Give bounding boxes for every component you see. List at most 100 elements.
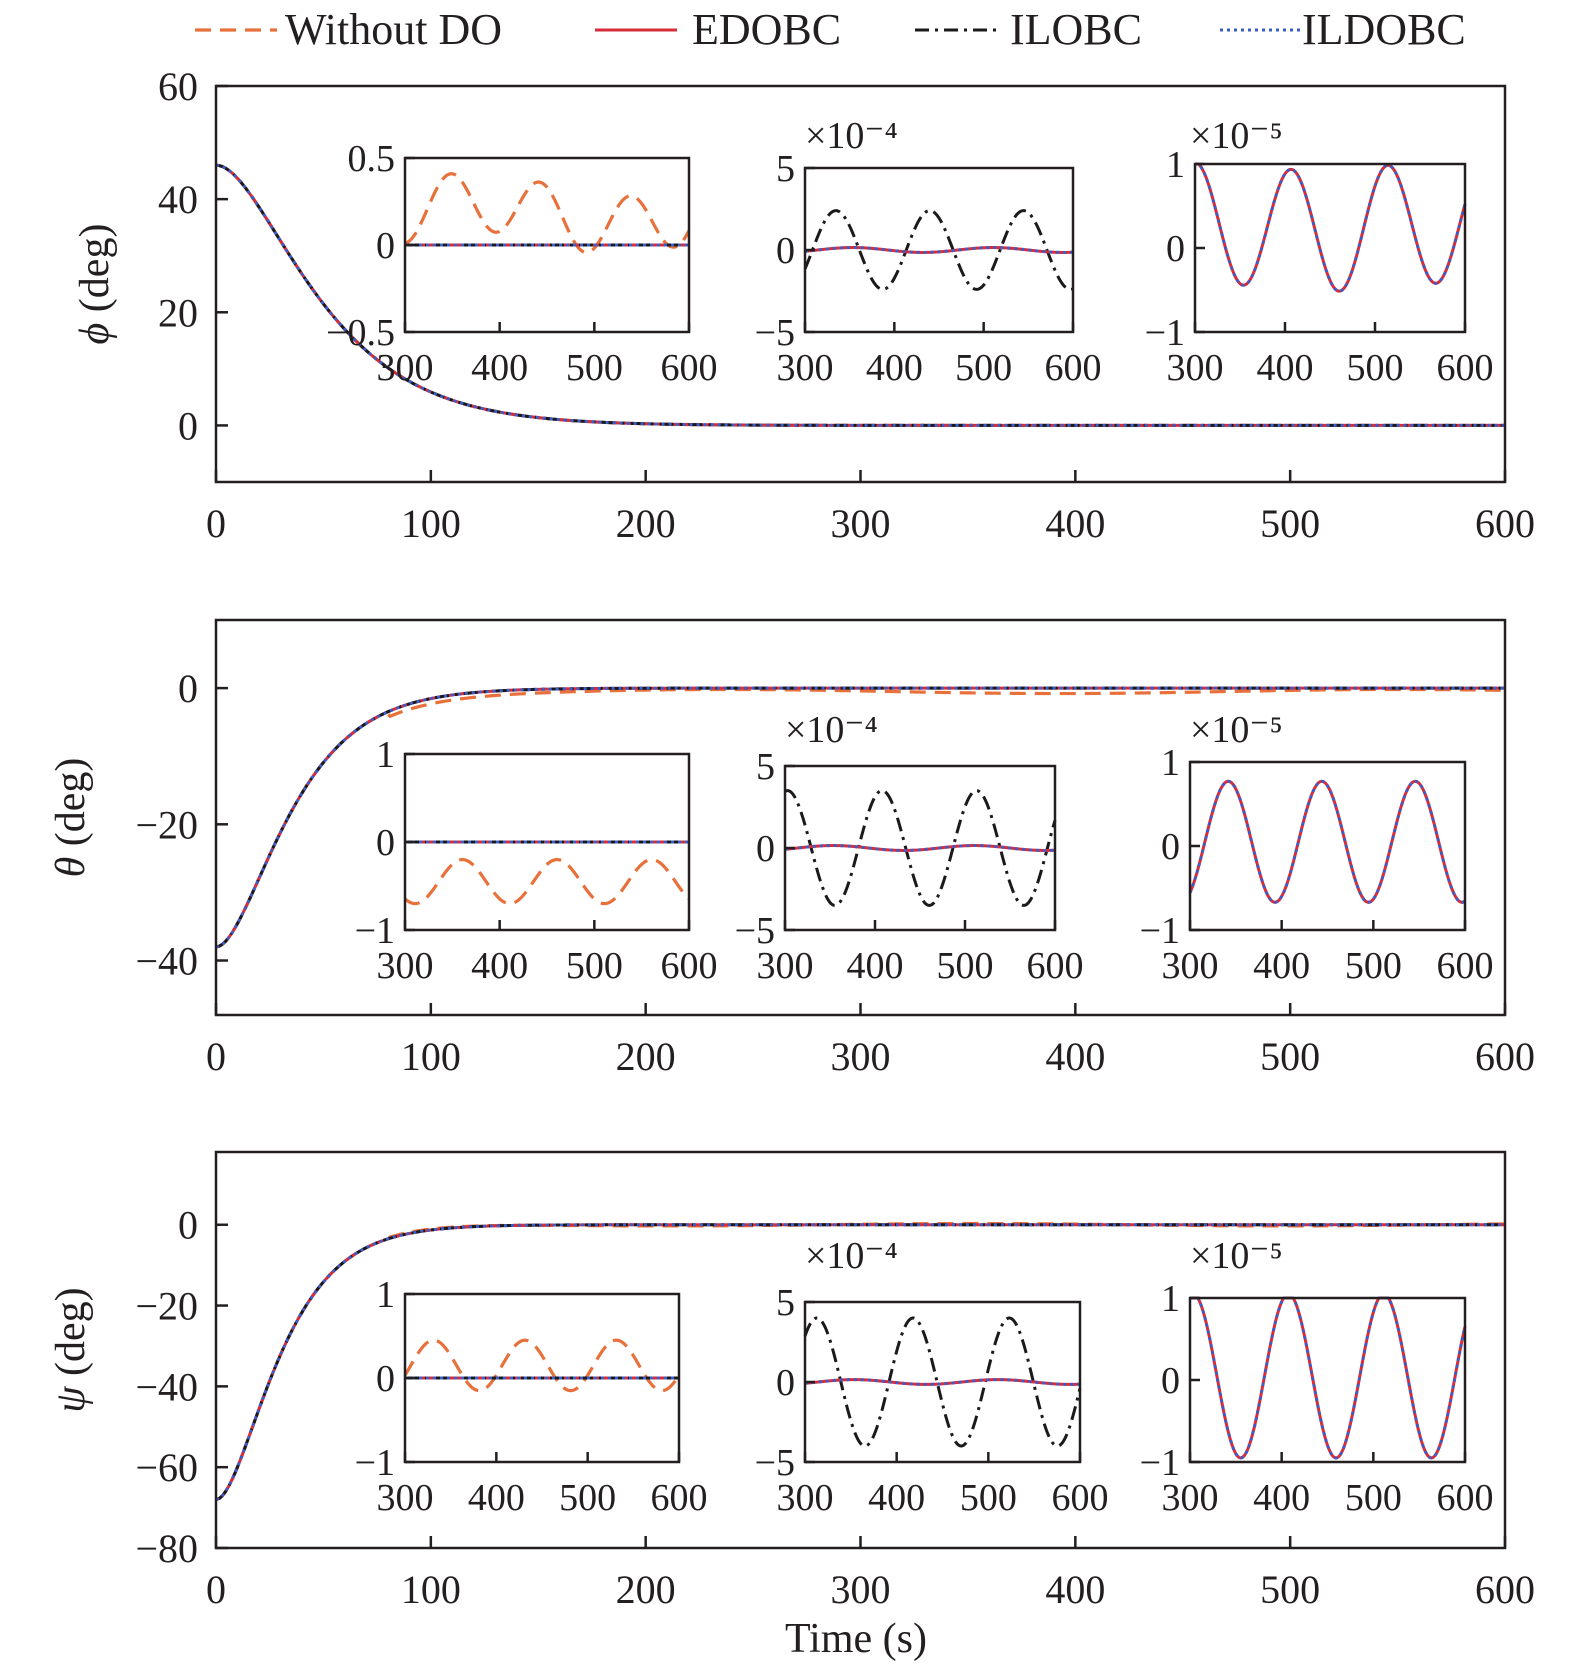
- inset-background: [1195, 164, 1465, 332]
- inset-x-tick-label: 400: [471, 945, 528, 987]
- series-ilobc: [215, 163, 1505, 427]
- inset-y-tick-label: 5: [756, 746, 775, 788]
- x-tick-label: 500: [1260, 1567, 1320, 1612]
- legend-label: ILOBC: [1010, 5, 1142, 54]
- inset-series-edobc: [804, 1378, 1081, 1386]
- y-axis-unit: (deg): [48, 1287, 94, 1386]
- legend-label: EDOBC: [692, 5, 841, 54]
- inset-y-tick-label: 1: [376, 734, 395, 776]
- inset-x-tick-label: 300: [757, 945, 814, 987]
- inset-x-tick-label: 500: [960, 1477, 1017, 1519]
- series-ildobc: [215, 1223, 1505, 1501]
- inset-y-tick-label: −5: [755, 312, 795, 354]
- x-tick-label: 600: [1475, 501, 1535, 546]
- x-tick-label: 100: [401, 1034, 461, 1079]
- inset-phi-without: 300 400 500 600 −0.5 0 0.5: [326, 138, 717, 389]
- inset-x-tick-label: 400: [866, 347, 923, 389]
- main-series-psi: [215, 1221, 1506, 1502]
- y-axis-title: ϕ (deg): [72, 224, 118, 345]
- x-tick-label: 300: [831, 501, 891, 546]
- inset-y-tick-label: −0.5: [326, 312, 395, 354]
- series-ildobc: [215, 163, 1505, 427]
- inset-series-ildobc: [784, 844, 1056, 852]
- inset-y-tick-label: 0: [776, 230, 795, 272]
- inset-x-tick-label: 600: [661, 347, 718, 389]
- inset-x-tick-label: 600: [1045, 347, 1102, 389]
- inset-y-tick-label: 1: [1166, 144, 1185, 186]
- inset-x-tick-label: 400: [1253, 1477, 1310, 1519]
- y-tick-label: 0: [178, 666, 198, 711]
- y-axis-title: θ (deg): [48, 758, 94, 878]
- y-tick-label: −40: [135, 939, 198, 984]
- inset-y-tick-label: −1: [355, 1442, 395, 1484]
- y-axis-title: ψ (deg): [48, 1287, 94, 1412]
- inset-x-tick-label: 500: [937, 945, 994, 987]
- inset-y-tick-label: 0: [376, 1358, 395, 1400]
- inset-series-ilobc: [784, 789, 1057, 907]
- inset-x-tick-label: 600: [1027, 945, 1084, 987]
- inset-psi-without: 300 400 500 600 −1 0 1: [355, 1274, 708, 1519]
- inset-x-tick-label: 400: [468, 1477, 525, 1519]
- y-tick-label: −60: [135, 1445, 198, 1490]
- x-tick-label: 300: [831, 1567, 891, 1612]
- inset-theta-ildobc: 300 400 500 600 −1 0 1×10⁻⁵: [1140, 709, 1494, 987]
- inset-x-tick-label: 600: [1052, 1477, 1109, 1519]
- inset-y-tick-label: 1: [1161, 1278, 1180, 1320]
- y-axis-symbol: ϕ: [72, 323, 118, 345]
- legend-item-0: Without DO: [195, 5, 502, 54]
- inset-series-without-do: [403, 1338, 681, 1393]
- inset-y-tick-label: 0: [1161, 826, 1180, 868]
- y-axis-unit: (deg): [48, 758, 94, 857]
- inset-series-ildobc: [1188, 779, 1466, 904]
- inset-phi-ilobc: 300 400 500 600 −5 0 5×10⁻⁴: [755, 115, 1102, 389]
- inset-x-tick-label: 400: [847, 945, 904, 987]
- inset-x-tick-label: 300: [1162, 1477, 1219, 1519]
- x-tick-label: 100: [401, 1567, 461, 1612]
- y-tick-label: −40: [135, 1364, 198, 1409]
- inset-x-tick-label: 600: [1437, 347, 1494, 389]
- inset-y-tick-label: −1: [1140, 1442, 1180, 1484]
- x-tick-label: 200: [616, 501, 676, 546]
- legend-item-1: EDOBC: [595, 5, 841, 54]
- x-tick-label: 400: [1045, 1034, 1105, 1079]
- x-tick-label: 0: [206, 1567, 226, 1612]
- inset-y-tick-label: −5: [735, 910, 775, 952]
- inset-x-tick-label: 400: [1257, 347, 1314, 389]
- inset-y-tick-label: 1: [1161, 742, 1180, 784]
- y-tick-label: −80: [135, 1526, 198, 1571]
- inset-x-tick-label: 500: [566, 347, 623, 389]
- main-series-theta: [215, 686, 1506, 949]
- inset-theta-without: 300 400 500 600 −1 0 1: [355, 734, 718, 987]
- inset-y-tick-label: 1: [376, 1274, 395, 1316]
- x-tick-label: 600: [1475, 1567, 1535, 1612]
- inset-series-ildobc: [804, 246, 1074, 254]
- inset-y-tick-label: −1: [355, 910, 395, 952]
- inset-series-without-do: [403, 858, 691, 906]
- inset-y-tick-label: 0: [756, 828, 775, 870]
- y-tick-label: 60: [158, 64, 198, 109]
- y-tick-label: 40: [158, 177, 198, 222]
- inset-exponent-label: ×10⁻⁵: [1190, 115, 1283, 157]
- inset-x-tick-label: 600: [661, 945, 718, 987]
- x-tick-label: 500: [1260, 1034, 1320, 1079]
- inset-y-tick-label: 0: [376, 822, 395, 864]
- x-tick-label: 200: [616, 1567, 676, 1612]
- inset-y-tick-label: 5: [776, 1282, 795, 1324]
- main-series-phi: [215, 163, 1505, 428]
- inset-y-tick-label: 0: [1161, 1360, 1180, 1402]
- inset-y-tick-label: −5: [755, 1442, 795, 1484]
- y-tick-label: −20: [135, 1284, 198, 1329]
- inset-x-tick-label: 600: [651, 1477, 708, 1519]
- inset-y-tick-label: −1: [1145, 312, 1185, 354]
- y-tick-label: −20: [135, 802, 198, 847]
- inset-series-ilobc: [803, 209, 1074, 291]
- x-axis-title: Time (s): [785, 1616, 927, 1662]
- y-tick-label: 0: [178, 1203, 198, 1248]
- inset-y-tick-label: 5: [776, 148, 795, 190]
- inset-series-ildobc: [1189, 1296, 1467, 1460]
- series-ildobc: [215, 686, 1505, 949]
- x-tick-label: 100: [401, 501, 461, 546]
- legend-item-3: ILDOBC: [1220, 5, 1466, 54]
